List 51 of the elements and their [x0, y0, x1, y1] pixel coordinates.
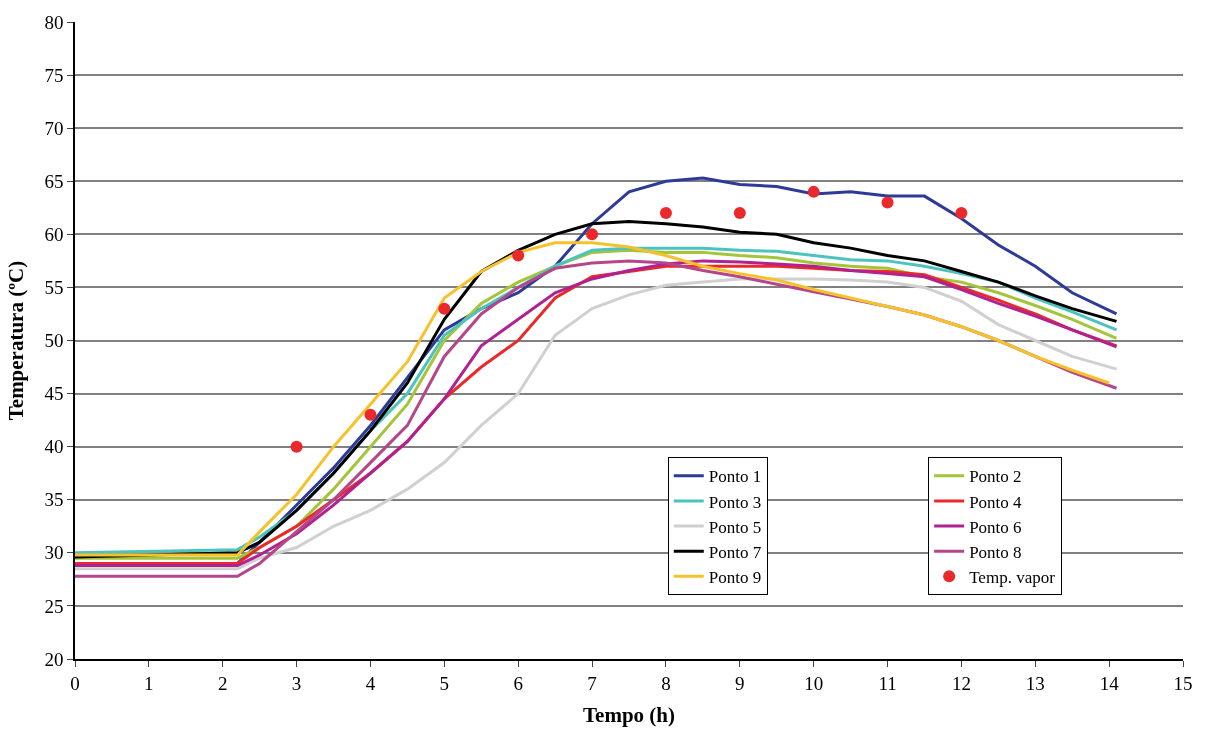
- x-tick-label: 12: [951, 672, 971, 694]
- x-tick-label: 10: [804, 672, 824, 694]
- legend-label: Ponto 7: [708, 542, 762, 562]
- y-tick-label: 20: [44, 648, 64, 670]
- y-tick-label: 40: [44, 436, 64, 458]
- x-tick-label: 2: [217, 672, 228, 694]
- legend-label: Ponto 1: [708, 467, 762, 487]
- x-tick-label: 5: [439, 672, 450, 694]
- y-tick-label: 55: [44, 277, 64, 299]
- x-tick-label: 6: [513, 672, 523, 694]
- legend-label: Temp. vapor: [969, 567, 1056, 587]
- y-tick-label: 60: [44, 223, 64, 245]
- y-tick-label: 35: [44, 489, 64, 511]
- x-tick-label: 15: [1173, 672, 1193, 694]
- point: [881, 196, 894, 209]
- x-tick-label: 14: [1099, 672, 1120, 694]
- x-axis-title: Tempo (h): [583, 703, 675, 728]
- y-tick-label: 65: [44, 170, 64, 192]
- y-tick-label: 80: [44, 11, 64, 33]
- x-tick-label: 4: [365, 672, 376, 694]
- y-tick-label: 45: [44, 383, 64, 405]
- y-tick-label: 50: [44, 330, 64, 352]
- x-tick-label: 8: [661, 672, 671, 694]
- point: [955, 207, 968, 220]
- y-tick-label: 75: [44, 64, 64, 86]
- y-tick-label: 30: [44, 542, 64, 564]
- legend-label: Ponto 5: [708, 517, 762, 537]
- point: [659, 207, 672, 220]
- point: [290, 440, 303, 453]
- point: [807, 185, 820, 198]
- legend-label: Ponto 8: [969, 542, 1022, 562]
- x-tick-label: 7: [587, 672, 597, 694]
- legend-label: Ponto 6: [969, 517, 1022, 537]
- y-tick-label: 25: [44, 595, 64, 617]
- legend-label: Ponto 4: [969, 492, 1023, 512]
- point: [733, 207, 746, 220]
- x-tick-label: 13: [1025, 672, 1045, 694]
- x-tick-label: 1: [144, 672, 154, 694]
- x-tick-label: 3: [291, 672, 302, 694]
- point: [586, 228, 599, 241]
- y-tick-label: 70: [44, 117, 64, 139]
- legend-label: Ponto 3: [708, 492, 762, 512]
- legend-label: Ponto 9: [708, 567, 762, 587]
- x-tick-label: 11: [878, 672, 897, 694]
- point: [512, 249, 525, 262]
- legend-label: Ponto 2: [969, 467, 1022, 487]
- x-tick-label: 0: [70, 672, 80, 694]
- y-axis-title: Temperatura (ºC): [4, 260, 29, 421]
- point: [364, 408, 377, 421]
- point: [438, 302, 451, 315]
- x-tick-label: 9: [735, 672, 745, 694]
